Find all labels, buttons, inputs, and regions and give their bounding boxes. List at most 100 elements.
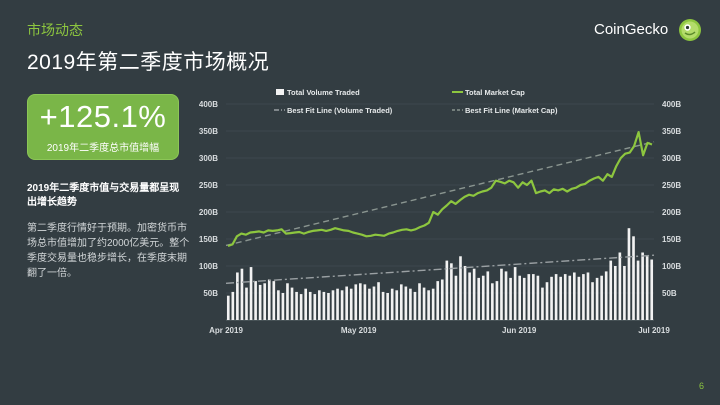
chart-grid: [226, 103, 654, 321]
volume-bar: [636, 260, 640, 320]
volume-bar: [368, 288, 371, 320]
volume-bar: [477, 277, 481, 320]
volume-bar: [363, 284, 367, 320]
brand[interactable]: CoinGecko: [594, 18, 706, 42]
market-cap-line-group: [227, 130, 653, 248]
volume-bar: [495, 281, 499, 320]
market-cap-trend-line: [225, 141, 655, 247]
legend-swatch-bar: [276, 89, 284, 95]
volume-bar: [381, 291, 385, 320]
volume-bar: [226, 295, 230, 320]
volume-bar: [463, 266, 467, 320]
volume-bar: [290, 287, 294, 320]
volume-bar: [568, 275, 572, 320]
y-tick-label-left: 200B: [199, 208, 218, 217]
volume-bar: [349, 288, 353, 320]
volume-bar: [472, 268, 476, 320]
volume-bar: [645, 256, 649, 320]
volume-bar: [399, 284, 403, 320]
volume-bar: [404, 286, 408, 320]
volume-bar: [545, 282, 549, 320]
volume-bar: [372, 286, 376, 320]
volume-bar: [249, 267, 253, 320]
y-tick-label-left: 350B: [199, 127, 218, 136]
section-label: 市场动态: [27, 22, 83, 38]
legend-label: Best Fit Line (Market Cap): [465, 106, 558, 115]
volume-trend-line: [225, 254, 655, 284]
y-axis-left: 50B 100B 150B 200B 250B 300B 350B 400B: [199, 100, 218, 298]
market-cap-line: [227, 130, 653, 248]
summary-body: 第二季度行情好于预期。加密货币市场总市值增加了约2000亿美元。整个季度交易量也…: [27, 223, 190, 279]
volume-bars: [226, 228, 654, 320]
y-tick-label-left: 250B: [199, 181, 218, 190]
volume-bar: [486, 271, 490, 320]
volume-bar: [272, 281, 276, 320]
volume-bar: [377, 282, 380, 320]
volume-bar: [513, 267, 517, 320]
page-number: 6: [698, 381, 704, 391]
volume-bar: [450, 263, 453, 320]
volume-bar: [286, 283, 289, 320]
trend-lines: [225, 141, 655, 284]
volume-bar: [240, 268, 244, 320]
volume-bar: [231, 291, 235, 320]
y-tick-label-right: 50B: [662, 289, 677, 298]
volume-bar: [595, 277, 599, 320]
volume-bar: [459, 256, 462, 320]
volume-bar: [604, 271, 608, 320]
volume-bar: [641, 252, 644, 320]
volume-bar: [445, 260, 449, 320]
volume-bar: [481, 275, 485, 320]
stat-value: +125.1%: [39, 99, 167, 134]
legend-label: Total Volume Traded: [287, 88, 360, 97]
volume-bar: [627, 228, 631, 320]
volume-bar: [395, 290, 399, 320]
volume-bar: [613, 266, 617, 320]
volume-bar: [550, 276, 553, 320]
volume-bar: [427, 290, 430, 320]
volume-bar: [245, 287, 248, 320]
volume-bar: [623, 266, 626, 320]
volume-bar: [454, 275, 458, 320]
volume-bar: [468, 272, 471, 320]
volume-bar: [500, 268, 503, 320]
x-tick-label: Jul 2019: [638, 326, 670, 335]
volume-bar: [436, 281, 440, 320]
volume-bar: [299, 294, 303, 320]
y-tick-label-left: 50B: [203, 289, 218, 298]
volume-bar: [390, 288, 394, 320]
volume-bar: [327, 293, 330, 320]
volume-bar: [336, 288, 339, 320]
volume-bar: [345, 286, 348, 320]
volume-bar: [600, 275, 603, 320]
volume-bar: [331, 290, 335, 320]
volume-bar: [554, 274, 558, 320]
stat-caption: 2019年二季度总市值增幅: [46, 143, 160, 154]
volume-bar: [582, 274, 585, 320]
page-title: 2019年第二季度市场概况: [27, 51, 270, 74]
volume-bar: [254, 281, 257, 320]
y-tick-label-right: 300B: [662, 154, 681, 163]
y-tick-label-right: 100B: [662, 262, 681, 271]
gecko-logo-icon: [679, 19, 701, 41]
legend-label: Best Fit Line (Volume Traded): [287, 106, 393, 115]
volume-bar: [518, 275, 522, 320]
y-tick-label-right: 200B: [662, 208, 681, 217]
volume-bar: [609, 260, 613, 320]
y-tick-label-right: 150B: [662, 235, 681, 244]
volume-bar: [563, 274, 567, 320]
volume-bar: [386, 293, 389, 320]
volume-bar: [295, 291, 298, 320]
volume-bar: [318, 290, 321, 320]
volume-bar: [577, 276, 581, 320]
market-chart: 50B 100B 150B 200B 250B 300B 350B 400B 50B 100B 1…: [199, 88, 681, 335]
volume-bar: [632, 236, 635, 320]
stat-box: +125.1% 2019年二季度总市值增幅: [27, 94, 179, 160]
volume-bar: [527, 274, 531, 320]
y-tick-label-right: 400B: [662, 100, 681, 109]
y-tick-label-right: 350B: [662, 127, 681, 136]
volume-bar: [258, 284, 262, 320]
volume-bar: [267, 279, 271, 320]
y-tick-label-left: 150B: [199, 235, 218, 244]
legend-label: Total Market Cap: [465, 88, 525, 97]
